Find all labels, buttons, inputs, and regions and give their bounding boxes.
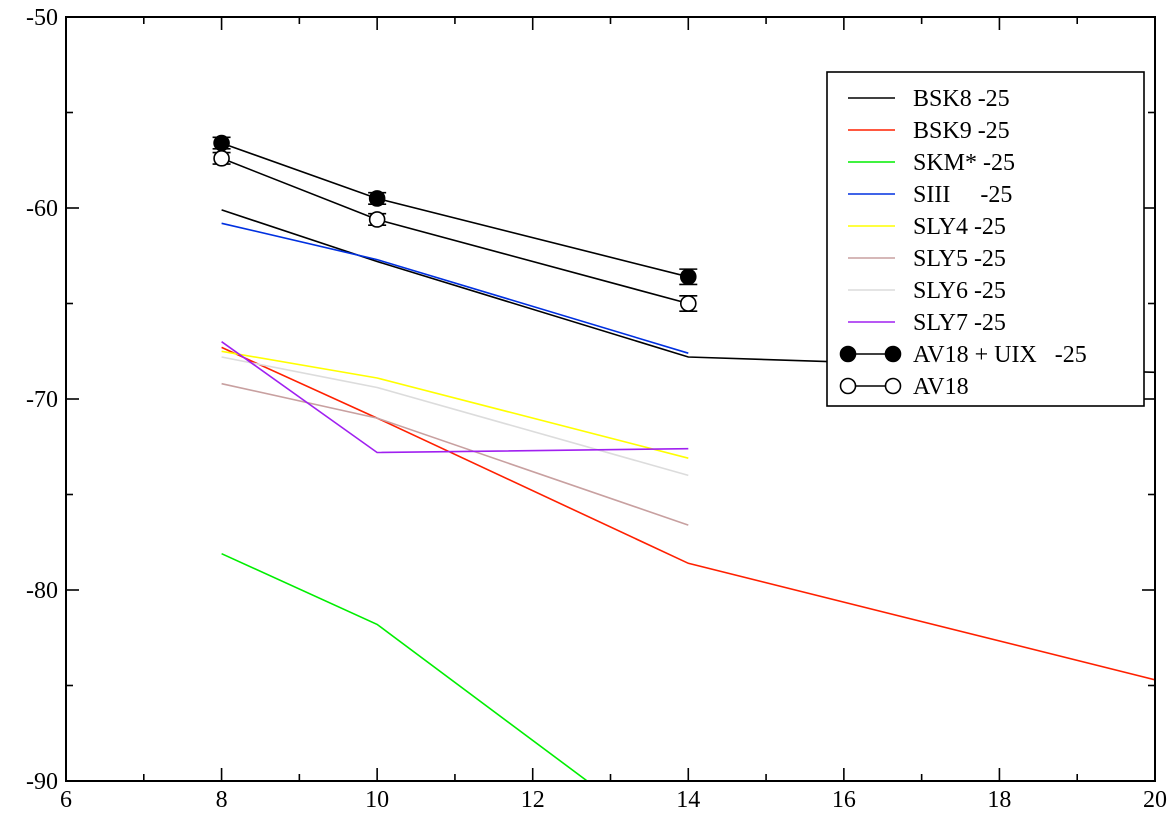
legend-marker: [839, 377, 857, 395]
y-tick-label: -80: [26, 578, 58, 604]
series-line-av18: [221, 157, 689, 305]
x-tick-label: 8: [216, 787, 228, 813]
legend-label: BSK9 -25: [913, 118, 1010, 144]
x-tick-label: 20: [1143, 787, 1167, 813]
legend-marker: [884, 377, 902, 395]
legend-entry-av18-uix-25: AV18 + UIX -25: [839, 342, 1087, 368]
series-line-sly7-25: [221, 341, 689, 454]
series-skm-25: [221, 552, 588, 781]
legend-marker: [884, 345, 902, 363]
legend: BSK8 -25 BSK9 -25 SKM* -25 SIII -25 SLY4 -25…: [826, 71, 1145, 407]
legend-entry-sly5-25: SLY5 -25: [848, 246, 1006, 272]
legend-entry-sly4-25: SLY4 -25: [848, 214, 1006, 240]
legend-label: SKM* -25: [913, 150, 1015, 176]
legend-label: BSK8 -25: [913, 86, 1010, 112]
series-line-av18-uix-25: [221, 142, 689, 278]
legend-label: AV18: [913, 374, 969, 400]
series-bsk9-25: [221, 346, 1155, 681]
legend-entry-av18: AV18: [839, 374, 969, 400]
y-tick-label: -70: [26, 387, 58, 413]
x-axis: 6 8 10 12 14 16 18 20: [60, 17, 1167, 813]
x-tick-label: 16: [832, 787, 856, 813]
series-sly6-25: [221, 356, 689, 477]
legend-label: SLY7 -25: [913, 310, 1006, 336]
series-line-bsk9-25: [221, 346, 1155, 681]
legend-entry-siii-25: SIII -25: [848, 182, 1012, 208]
x-tick-label: 18: [987, 787, 1011, 813]
legend-label: AV18 + UIX -25: [913, 342, 1087, 368]
legend-box: [826, 71, 1145, 407]
series-layer: [212, 134, 1155, 781]
x-tick-label: 6: [60, 787, 72, 813]
data-point-av18-uix-25: [368, 190, 386, 207]
legend-entry-sly6-25: SLY6 -25: [848, 278, 1006, 304]
data-point-av18-uix-25: [213, 134, 230, 152]
series-sly4-25: [221, 350, 689, 459]
legend-marker: [839, 345, 857, 363]
legend-label: SLY5 -25: [913, 246, 1006, 272]
x-tick-label: 14: [676, 787, 700, 813]
series-line-siii-25: [221, 222, 689, 354]
legend-label: SLY4 -25: [913, 214, 1006, 240]
series-line-skm-25: [221, 552, 588, 781]
series-av18-uix-25: [212, 134, 698, 286]
series-sly5-25: [221, 382, 689, 526]
x-tick-label: 12: [521, 787, 545, 813]
legend-entry-sly7-25: SLY7 -25: [848, 310, 1006, 336]
series-line-sly4-25: [221, 350, 689, 459]
data-point-av18: [368, 211, 386, 228]
x-tick-label: 10: [365, 787, 389, 813]
series-sly7-25: [221, 341, 689, 454]
series-av18: [212, 150, 698, 312]
y-tick-label: -50: [26, 5, 58, 31]
y-tick-label: -90: [26, 769, 58, 795]
y-axis: -90 -80 -70 -60 -50: [26, 5, 1155, 795]
series-siii-25: [221, 222, 689, 354]
data-point-av18-uix-25: [679, 268, 697, 286]
data-point-av18: [213, 150, 230, 167]
legend-entry-bsk8-25: BSK8 -25: [848, 86, 1010, 112]
legend-label: SIII -25: [913, 182, 1012, 208]
legend-entry-bsk9-25: BSK9 -25: [848, 118, 1010, 144]
series-line-sly5-25: [221, 382, 689, 526]
legend-label: SLY6 -25: [913, 278, 1006, 304]
y-tick-label: -60: [26, 196, 58, 222]
series-line-sly6-25: [221, 356, 689, 477]
data-point-av18: [679, 295, 697, 312]
legend-entry-skm-25: SKM* -25: [848, 150, 1015, 176]
